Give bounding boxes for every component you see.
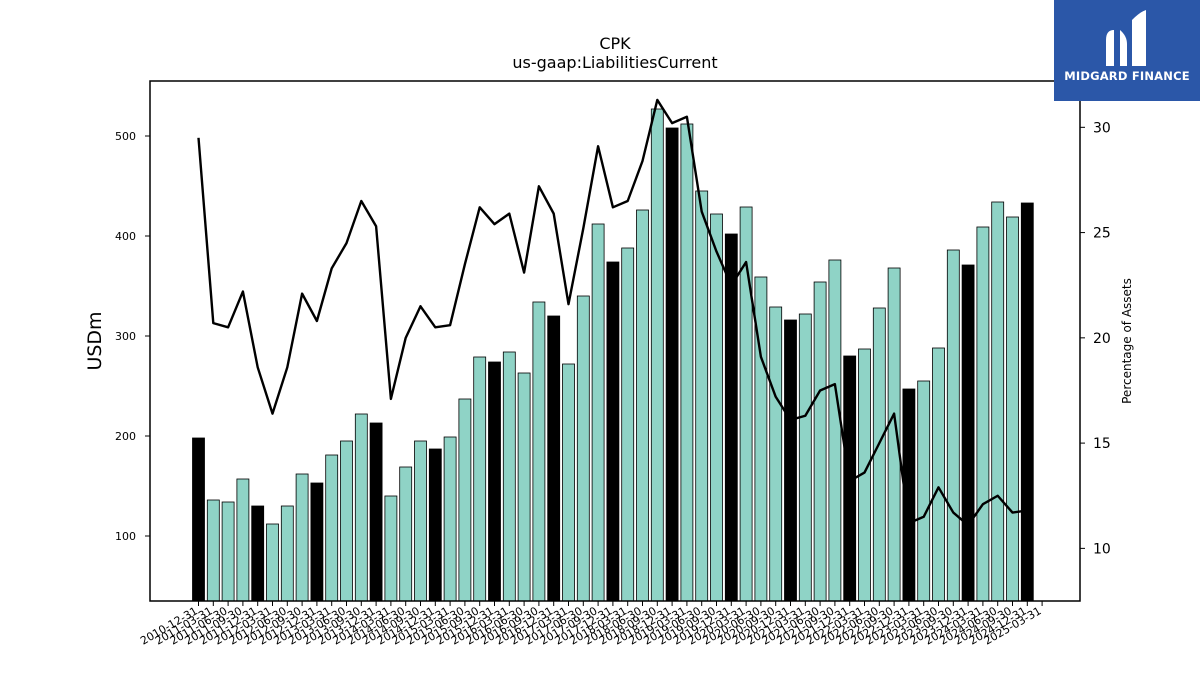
bar-2012-09-30 xyxy=(295,473,309,602)
y-axis-label: USDm xyxy=(84,311,106,370)
bar-2016-03-31 xyxy=(502,351,516,602)
bar-2015-09-30 xyxy=(473,356,487,602)
percentage-line xyxy=(197,98,1028,527)
line-series xyxy=(197,98,1028,527)
bar-series xyxy=(192,108,1034,602)
bar-2017-03-31 xyxy=(562,363,575,602)
bar-2016-09-30 xyxy=(532,301,546,602)
bar-2014-09-30 xyxy=(414,440,427,602)
bar-2024-06-30 xyxy=(991,201,1005,602)
bar-2017-06-30 xyxy=(576,295,590,602)
bar-2012-06-30 xyxy=(280,505,294,602)
bar-2024-09-30 xyxy=(1006,216,1019,602)
bar-2013-03-31 xyxy=(325,454,339,602)
brand-logo: MIDGARD FINANCE xyxy=(1054,0,1200,101)
midgard-m-logo-icon xyxy=(1106,10,1146,66)
bar-2018-09-30 xyxy=(650,108,664,602)
bar-2013-12-31 xyxy=(369,422,383,602)
bar-2021-06-30 xyxy=(813,281,827,602)
x-axis: 2010-12-312011-03-312011-06-302011-09-30… xyxy=(138,601,1044,648)
y2-tick-label: 15 xyxy=(1093,436,1111,452)
bar-2018-03-31 xyxy=(621,247,635,602)
chart-subtitle: us-gaap:LiabilitiesCurrent xyxy=(512,53,717,72)
bar-2024-12-31 xyxy=(1020,202,1034,602)
bar-2011-03-31 xyxy=(206,499,220,602)
bar-2022-06-30 xyxy=(872,307,886,602)
bar-2023-03-31 xyxy=(917,380,931,602)
bar-2017-09-30 xyxy=(591,223,605,602)
bar-2023-09-30 xyxy=(946,249,960,602)
bar-2018-06-30 xyxy=(636,209,649,602)
bar-2011-06-30 xyxy=(221,501,235,602)
bar-2021-03-31 xyxy=(798,313,812,602)
bar-2024-03-31 xyxy=(976,226,990,602)
y-tick-label: 400 xyxy=(115,230,136,243)
y-tick-label: 500 xyxy=(115,130,136,143)
y-tick-label: 100 xyxy=(115,530,136,543)
plot-frame xyxy=(149,80,1081,602)
y2-tick-label: 10 xyxy=(1093,541,1111,557)
brand-name: MIDGARD FINANCE xyxy=(1064,69,1190,83)
bar-2014-12-31 xyxy=(428,448,442,602)
bar-2012-12-31 xyxy=(310,482,324,602)
bar-2023-12-31 xyxy=(961,264,975,602)
bar-2017-12-31 xyxy=(606,261,620,602)
chart-title: CPK xyxy=(599,34,631,53)
bar-2019-09-30 xyxy=(710,213,723,602)
y-axis-right: 10 15 20 25 30 xyxy=(1080,120,1111,557)
y2-axis-label: Percentage of Assets xyxy=(1120,278,1134,404)
bar-2012-03-31 xyxy=(266,523,279,602)
y2-tick-label: 30 xyxy=(1093,120,1111,136)
bar-2014-06-30 xyxy=(399,466,413,602)
y-axis-left: 100 200 300 400 500 xyxy=(115,130,150,543)
y2-tick-label: 25 xyxy=(1093,226,1111,242)
y2-tick-label: 20 xyxy=(1093,331,1111,347)
bar-2015-06-30 xyxy=(458,398,472,602)
y-tick-label: 200 xyxy=(115,430,136,443)
bar-2023-06-30 xyxy=(932,347,945,602)
bar-2013-06-30 xyxy=(340,440,353,602)
bar-2022-09-30 xyxy=(887,267,901,602)
bar-2010-12-31 xyxy=(192,437,205,602)
bar-2019-12-31 xyxy=(724,233,738,602)
bar-2016-06-30 xyxy=(517,372,531,602)
bar-2018-12-31 xyxy=(665,127,679,602)
bar-2020-09-30 xyxy=(769,306,783,602)
bar-2016-12-31 xyxy=(547,315,561,602)
bar-2011-09-30 xyxy=(236,478,250,602)
bar-2011-12-31 xyxy=(251,505,265,602)
bar-2013-09-30 xyxy=(354,413,368,602)
y-tick-label: 300 xyxy=(115,330,136,343)
bar-2021-09-30 xyxy=(828,259,842,602)
bar-2014-03-31 xyxy=(384,495,398,602)
bar-2015-12-31 xyxy=(488,361,501,602)
bar-2019-06-30 xyxy=(695,190,709,602)
bar-2020-12-31 xyxy=(784,319,797,602)
bar-2019-03-31 xyxy=(680,123,694,602)
bar-2015-03-31 xyxy=(443,436,457,602)
